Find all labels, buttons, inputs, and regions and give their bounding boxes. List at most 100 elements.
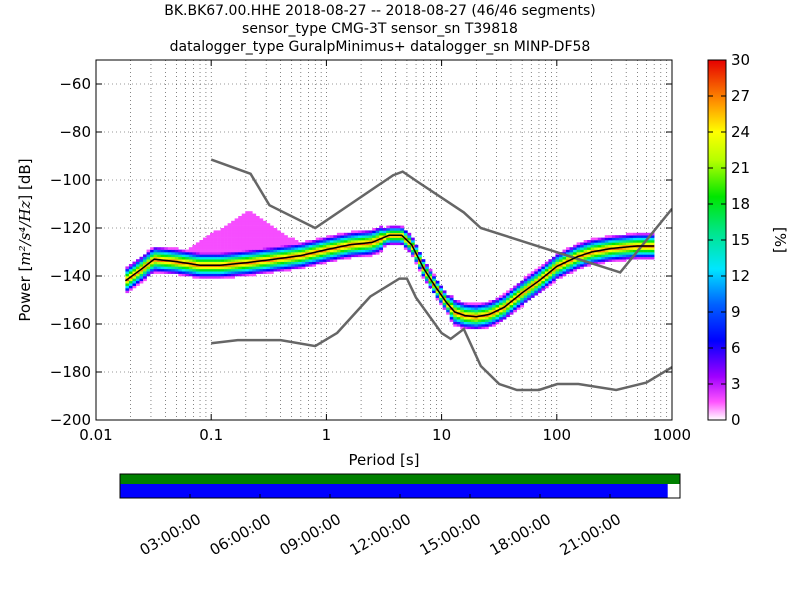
ppsd-cell (470, 309, 475, 313)
ppsd-cell (301, 261, 306, 265)
ppsd-cell (234, 218, 239, 222)
ppsd-cell (403, 230, 408, 234)
ppsd-cell (280, 232, 285, 236)
ppsd-cell (611, 244, 616, 248)
ppsd-cell (551, 280, 556, 284)
colorbar-tick-label: 9 (731, 303, 741, 321)
ppsd-cell (315, 244, 320, 248)
ppsd-cell (537, 290, 542, 294)
ppsd-cell (611, 237, 616, 241)
ppsd-cell (446, 307, 451, 310)
ppsd-cell (220, 252, 225, 255)
ppsd-cell (308, 240, 313, 243)
ppsd-cell (541, 271, 546, 274)
ppsd-cell (594, 261, 599, 265)
ppsd-cell (453, 319, 458, 322)
ppsd-cell (143, 273, 147, 277)
ppsd-cell (372, 242, 376, 246)
ppsd-cell (375, 244, 380, 248)
ppsd-cell (248, 228, 253, 231)
ppsd-cell (266, 254, 271, 258)
ppsd-cell (146, 268, 151, 272)
ppsd-cell (322, 254, 327, 258)
ppsd-cell (432, 285, 436, 289)
ppsd-cell (262, 228, 267, 231)
ppsd-cell (135, 278, 140, 282)
ppsd-cell (234, 252, 239, 255)
ppsd-cell (541, 285, 546, 289)
new-high-noise-model-line (210, 158, 672, 274)
y-tick-label: −60 (59, 75, 91, 93)
ppsd-cell (305, 256, 310, 260)
ppsd-cell (157, 256, 161, 260)
ppsd-cell (238, 220, 243, 224)
ppsd-cell (245, 228, 250, 231)
ppsd-cell (178, 268, 183, 272)
ppsd-cell (537, 283, 542, 286)
ppsd-cell (583, 256, 588, 260)
ppsd-cell (329, 249, 334, 253)
ppsd-cell (153, 264, 158, 267)
ppsd-cell (481, 324, 486, 327)
ppsd-cell (537, 280, 542, 284)
ppsd-cell (220, 237, 225, 241)
ppsd-cell (220, 259, 225, 262)
ppsd-cell (439, 288, 443, 291)
ppsd-cell (252, 242, 257, 246)
ppsd-cell (273, 259, 278, 262)
ppsd-cell (266, 225, 271, 229)
ppsd-cell (178, 259, 183, 262)
ppsd-cell (336, 256, 341, 260)
ppsd-cell (202, 261, 207, 265)
ppsd-cell (322, 261, 327, 265)
ppsd-cell (608, 249, 613, 253)
ppsd-cell (629, 247, 634, 250)
ppsd-cell (463, 304, 468, 308)
ppsd-cell (379, 240, 384, 243)
ppsd-cell (604, 252, 609, 255)
ppsd-cell (178, 266, 183, 270)
ppsd-cell (202, 268, 207, 272)
ppsd-cell (618, 242, 623, 246)
ppsd-cell (213, 273, 218, 277)
ppsd-cell (516, 290, 521, 294)
ppsd-cell (248, 244, 253, 248)
ppsd-cell (520, 280, 525, 284)
ppsd-cell (252, 244, 257, 248)
ppsd-cell (174, 261, 179, 265)
ppsd-cell (174, 264, 179, 267)
ppsd-cell (248, 213, 253, 217)
ppsd-cell (224, 252, 228, 255)
ppsd-cell (128, 280, 133, 284)
ppsd-cell (477, 302, 482, 306)
ppsd-cell (548, 273, 553, 277)
ppsd-cell (234, 259, 239, 262)
ppsd-cell (217, 271, 221, 274)
ppsd-cell (227, 268, 232, 272)
ppsd-cell (530, 292, 535, 296)
ppsd-cell (372, 247, 376, 250)
ppsd-cell (513, 309, 517, 313)
ppsd-cell (192, 252, 197, 255)
ppsd-cell (160, 254, 165, 258)
ppsd-cell (601, 237, 606, 241)
ppsd-cell (326, 252, 331, 255)
ppsd-cell (220, 228, 225, 231)
ppsd-cell (153, 268, 158, 272)
ppsd-cell (573, 268, 577, 272)
ppsd-cell (499, 312, 503, 315)
ppsd-cell (227, 254, 232, 258)
ppsd-cell (234, 237, 239, 241)
ppsd-cell (530, 273, 535, 277)
ppsd-cell (375, 252, 380, 255)
ppsd-cell (520, 297, 525, 301)
ppsd-cell (269, 228, 274, 231)
ppsd-cell (530, 285, 535, 289)
ppsd-cell (566, 252, 570, 255)
ppsd-cell (224, 240, 228, 243)
ppsd-cell (227, 244, 232, 248)
ppsd-cell (520, 285, 525, 289)
ppsd-cell (252, 220, 257, 224)
ppsd-cell (439, 300, 443, 303)
ppsd-cell (305, 259, 310, 262)
